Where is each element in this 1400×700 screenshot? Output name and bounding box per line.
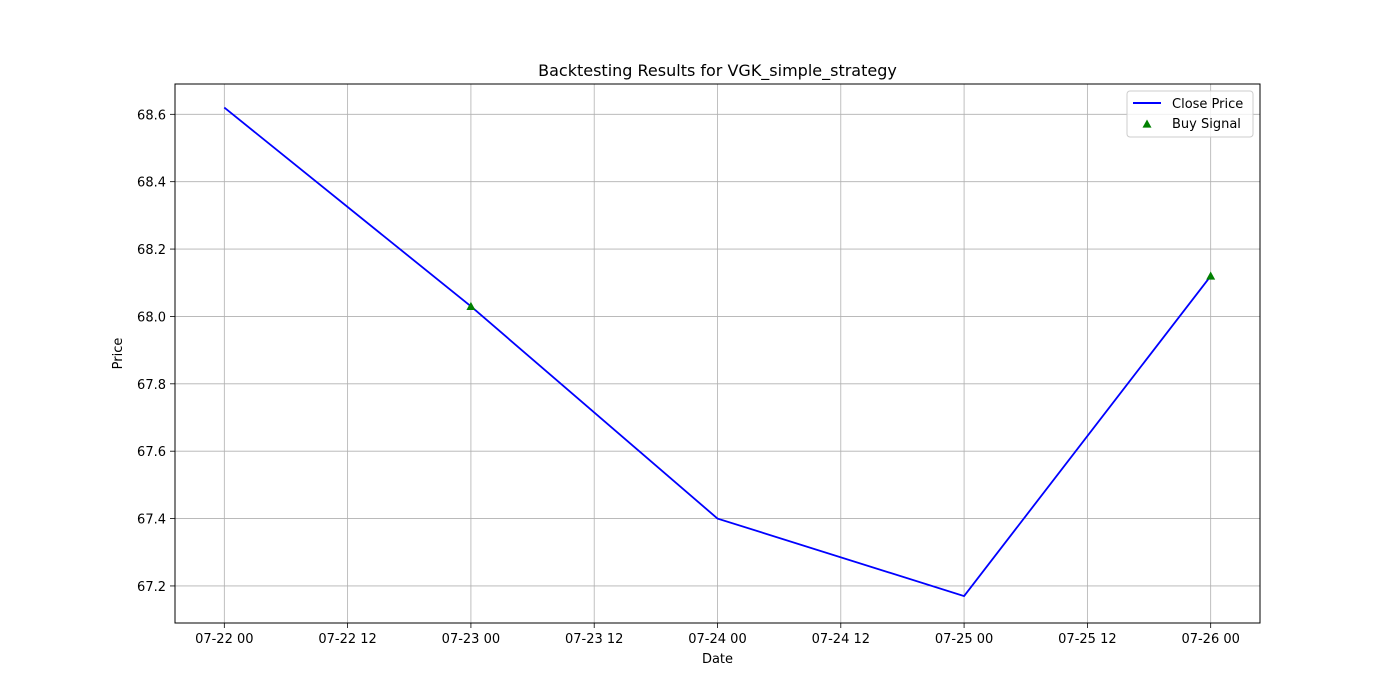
y-tick-label: 67.8 [137,378,166,393]
x-axis-label: Date [702,652,733,667]
y-tick-label: 68.2 [137,243,166,258]
y-tick-label: 67.4 [137,513,166,528]
legend-close-price-label: Close Price [1172,97,1243,112]
x-tick-label: 07-23 00 [442,632,500,647]
y-tick-label: 68.0 [137,310,166,325]
legend-buy-signal-label: Buy Signal [1172,117,1241,132]
x-tick-label: 07-23 12 [565,632,623,647]
y-axis-label: Price [111,338,126,370]
x-tick-label: 07-25 00 [935,632,993,647]
series-layer [223,106,1216,598]
y-tick-label: 67.6 [137,445,166,460]
ticks: 07-22 00 07-22 12 07-23 00 07-23 12 07-24 00… [137,108,1240,647]
x-tick-label: 07-25 12 [1058,632,1116,647]
y-tick-label: 68.6 [137,108,166,123]
y-tick-label: 68.4 [137,176,166,191]
x-tick-label: 07-26 00 [1181,632,1239,647]
chart-title: Backtesting Results for VGK_simple_strat… [538,61,897,81]
legend-buy-signal-swatch [1142,119,1152,128]
x-tick-label: 07-22 12 [318,632,376,647]
y-tick-label: 67.2 [137,580,166,595]
buy-signal-marker [466,301,476,310]
x-tick-label: 07-24 12 [812,632,870,647]
x-tick-label: 07-22 00 [195,632,253,647]
buy-signal-marker [1206,271,1216,280]
legend: Close Price Buy Signal [1126,90,1254,138]
x-tick-label: 07-24 00 [688,632,746,647]
